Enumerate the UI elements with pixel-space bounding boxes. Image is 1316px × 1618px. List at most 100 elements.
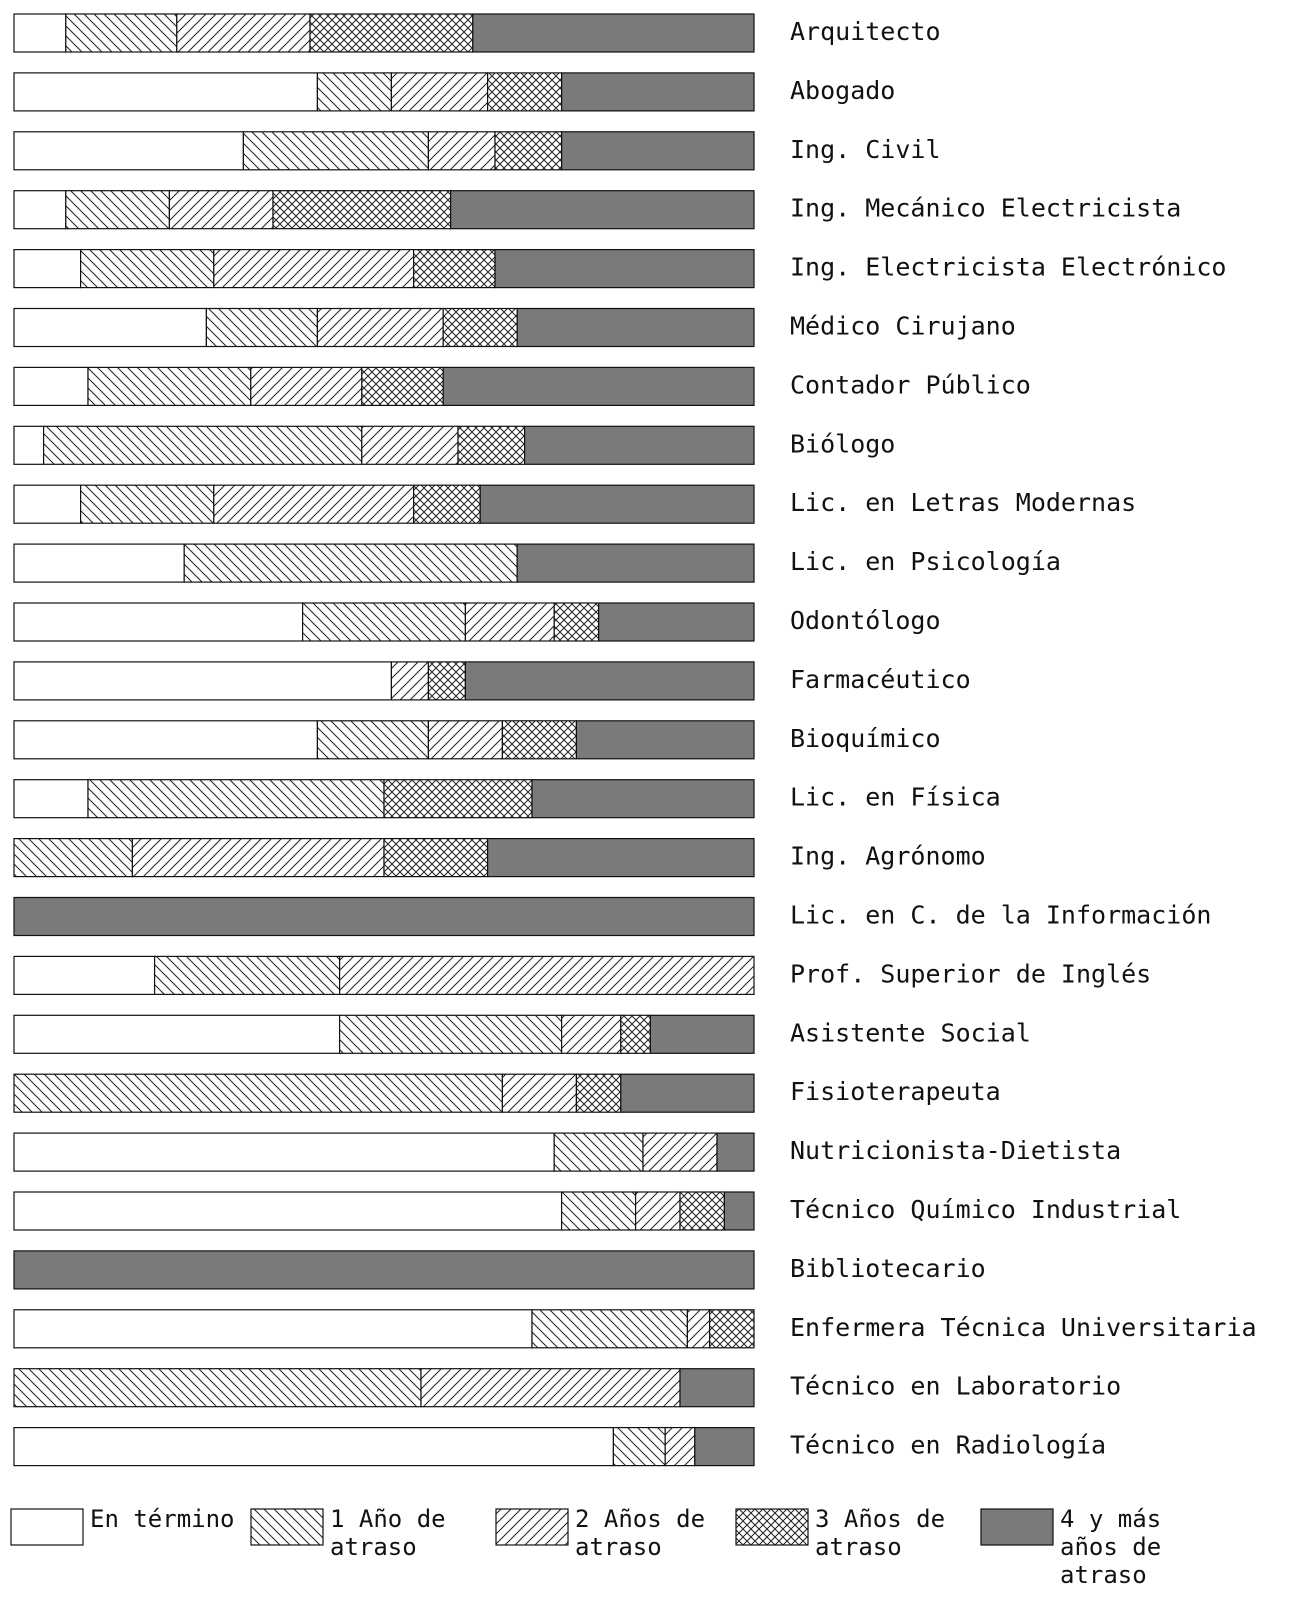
swatch — [495, 1508, 569, 1546]
bar-segment — [13, 366, 89, 406]
category-label: Lic. en Psicología — [790, 547, 1061, 576]
legend-item: 2 Años de atraso — [495, 1505, 725, 1561]
bar-segment — [612, 1426, 666, 1467]
bar-segment — [501, 1073, 577, 1113]
bar-segment — [413, 484, 481, 524]
bar-segment — [87, 366, 252, 406]
bar-segment — [494, 249, 755, 289]
category-label: Ing. Civil — [790, 135, 941, 164]
bar-segment — [390, 72, 489, 112]
bar-segment — [494, 131, 563, 171]
bar-segment — [450, 190, 755, 230]
bar-segment — [65, 13, 178, 53]
bar-segment — [339, 955, 755, 996]
legend-item: 4 y más años de atraso — [980, 1505, 1210, 1589]
category-label: Médico Cirujano — [790, 312, 1016, 341]
bar-segment — [13, 1132, 555, 1172]
bar-segment — [457, 425, 526, 465]
bar-segment — [13, 1309, 533, 1349]
bar-segment — [420, 1368, 681, 1408]
category-label: Técnico en Laboratorio — [790, 1372, 1121, 1401]
bar-segment — [250, 366, 363, 406]
bar-segment — [560, 131, 755, 171]
bar-segment — [183, 543, 518, 583]
bar-segment — [560, 1014, 622, 1054]
bar-segment — [13, 1014, 341, 1054]
bar-segment — [472, 13, 755, 53]
swatch — [10, 1508, 84, 1546]
swatch — [980, 1508, 1054, 1546]
bar-segment — [213, 249, 415, 289]
legend-swatch — [735, 1508, 809, 1546]
bar-segment — [131, 837, 385, 878]
bar-segment — [597, 602, 755, 642]
category-label: Asistente Social — [790, 1018, 1031, 1047]
bar-segment — [413, 249, 496, 289]
bar-segment — [383, 779, 533, 819]
category-label: Farmacéutico — [790, 665, 971, 694]
category-label: Fisioterapeuta — [790, 1077, 1001, 1106]
bar-segment — [13, 896, 755, 937]
category-label: Bibliotecario — [790, 1254, 986, 1283]
bar-segment — [679, 1191, 726, 1231]
bar-segment — [168, 190, 274, 230]
category-label: Ing. Mecánico Electricista — [790, 194, 1181, 223]
bar-segment — [176, 13, 311, 53]
bar-segment — [13, 13, 67, 53]
category-label: Contador Público — [790, 370, 1031, 399]
bar-segment — [13, 955, 156, 996]
bar-segment — [642, 1132, 718, 1172]
bar-segment — [390, 661, 429, 701]
bar-segment — [634, 1191, 681, 1231]
bar-segment — [708, 1309, 755, 1349]
bar-segment — [13, 720, 318, 760]
bar-segment — [13, 190, 67, 230]
legend-item: 1 Año de atraso — [250, 1505, 480, 1561]
bar-segment — [686, 1309, 711, 1349]
bar-segment — [575, 720, 755, 760]
bar-segment — [620, 1073, 755, 1113]
bar-segment — [316, 307, 444, 348]
legend-item: En término — [10, 1505, 240, 1547]
category-label: Biólogo — [790, 429, 895, 458]
bar-segment — [553, 602, 600, 642]
bar-segment — [42, 425, 363, 465]
category-label: Odontólogo — [790, 606, 941, 635]
bar-segment — [442, 366, 755, 406]
bar-segment — [723, 1191, 755, 1231]
bar-segment — [13, 1073, 503, 1113]
bar-segment — [679, 1368, 755, 1408]
bar-segment — [309, 13, 474, 53]
bar-segment — [531, 779, 755, 819]
bar-segment — [213, 484, 415, 524]
category-label: Lic. en Letras Modernas — [790, 488, 1136, 517]
bar-segment — [664, 1426, 696, 1467]
category-label: Lic. en C. de la Información — [790, 901, 1211, 930]
bar-segment — [516, 307, 755, 348]
bar-segment — [154, 955, 341, 996]
bar-segment — [13, 249, 82, 289]
bar-segment — [427, 661, 466, 701]
bar-segment — [560, 1191, 637, 1231]
bar-segment — [487, 837, 755, 878]
bar-segment — [302, 602, 467, 642]
bar-segment — [79, 249, 215, 289]
legend-swatch — [10, 1508, 84, 1546]
bar-segment — [523, 425, 755, 465]
bar-segment — [531, 1309, 688, 1349]
bar-segment — [13, 72, 318, 112]
bar-segment — [716, 1132, 755, 1172]
bar-segment — [316, 720, 429, 760]
bar-segment — [560, 72, 755, 112]
bar-segment — [339, 1014, 563, 1054]
bar-segment — [620, 1014, 651, 1054]
category-label: Bioquímico — [790, 724, 941, 753]
bar-segment — [79, 484, 215, 524]
legend-item: 3 Años de atraso — [735, 1505, 965, 1561]
bar-segment — [361, 425, 459, 465]
bar-segment — [13, 484, 82, 524]
category-label: Técnico en Radiología — [790, 1431, 1106, 1460]
category-label: Ing. Agrónomo — [790, 842, 986, 871]
bar-segment — [516, 543, 755, 583]
